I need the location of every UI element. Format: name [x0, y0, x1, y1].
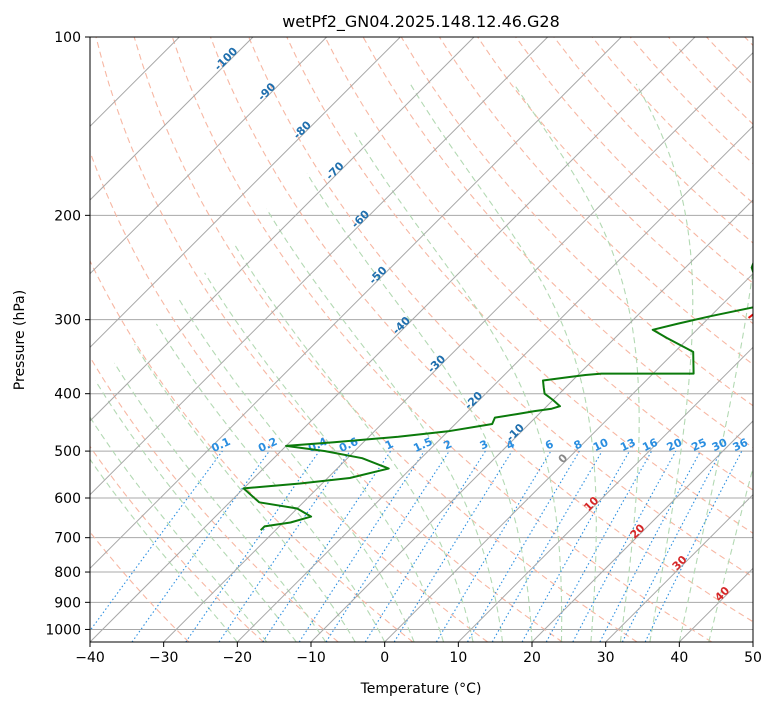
x-tick-label: 20: [523, 650, 541, 666]
x-tick-label: 50: [744, 650, 762, 666]
dry-adiabat-line: [286, 37, 753, 534]
dry-adiabat-line: [515, 37, 753, 284]
mixing-ratio-line: [393, 450, 513, 642]
x-tick-label: 30: [597, 650, 615, 666]
mixing-ratio-line: [644, 450, 743, 642]
mixing-ratio-line: [131, 450, 270, 642]
moist-adiabat-line: [94, 380, 297, 642]
moist-adiabat-line: [513, 83, 640, 642]
isotherm-line: [163, 51, 753, 642]
y-axis-label: Pressure (hPa): [12, 290, 28, 390]
x-tick-label: 0: [380, 650, 389, 666]
mixing-ratio-label: 10: [591, 436, 611, 454]
moist-adiabat-line: [113, 362, 327, 642]
mixing-ratio-line: [298, 450, 425, 642]
isotherm-line: [457, 346, 753, 642]
y-tick-label: 400: [54, 387, 81, 403]
mixing-ratio-lines: [90, 450, 743, 642]
dry-adiabat-line: [90, 356, 339, 642]
mixing-ratio-label: 20: [665, 436, 685, 454]
dry-adiabat-line: [90, 445, 264, 642]
dry-adiabat-line: [209, 37, 753, 623]
y-tick-label: 600: [54, 491, 81, 507]
x-tick-label: 10: [449, 650, 467, 666]
isotherm-line: [90, 37, 328, 275]
pressure-gridlines: [90, 37, 753, 630]
mixing-ratio-label: 13: [618, 436, 637, 454]
y-tick-label: 900: [54, 595, 81, 611]
moist-adiabat-line: [306, 173, 533, 642]
mixing-ratio-line: [325, 450, 450, 642]
x-tick-label: −30: [149, 650, 179, 666]
dry-adiabat-line: [171, 37, 712, 642]
y-tick-label: 200: [54, 208, 81, 224]
moist-adiabat-line: [155, 323, 386, 642]
mixing-ratio-label: 30: [710, 436, 730, 454]
mixing-ratio-line: [521, 450, 630, 642]
isotherm-line: [605, 493, 753, 642]
dry-adiabat-line: [95, 37, 563, 642]
plot-frame: [89, 36, 754, 643]
y-tick-label: 800: [54, 565, 81, 581]
moist-adiabat-line: [409, 83, 597, 642]
isotherm-line: [310, 199, 753, 642]
isotherm-line: [531, 420, 753, 642]
moist-adiabat-line: [90, 416, 268, 642]
dry-adiabat-line: [248, 37, 753, 578]
x-axis-ticks: −40 −30 −20 −10 0 10 20 30 40 50: [75, 642, 762, 666]
dewpoint-line: [242, 261, 753, 531]
x-tick-label: −40: [75, 650, 105, 666]
plot-area: 0.1 0.2 0.4 0.6 1 1.5 2 3 4 6 8 10 13 16 20 25 30 36-100-…: [90, 37, 753, 642]
isotherm-line: [90, 37, 549, 496]
moist-adiabat-line: [134, 343, 356, 642]
x-tick-label: −10: [296, 650, 326, 666]
mixing-ratio-line: [262, 450, 392, 642]
mixing-ratio-line: [545, 450, 653, 642]
y-tick-label: 1000: [45, 622, 81, 638]
moist-adiabat-line: [90, 458, 238, 642]
isotherm-line: [90, 37, 696, 642]
moist-adiabat-line: [708, 465, 753, 642]
mixing-ratio-line: [185, 450, 320, 642]
isotherm-line: [236, 125, 753, 642]
mixing-ratio-label: 25: [689, 436, 708, 454]
isotherm-line: [90, 37, 401, 349]
mixing-ratio-label: 36: [731, 436, 751, 454]
isotherm-line: [90, 37, 254, 201]
x-tick-label: −20: [223, 650, 253, 666]
x-tick-label: 40: [670, 650, 688, 666]
moist-adiabat-line: [354, 132, 563, 642]
y-tick-label: 700: [54, 531, 81, 547]
chart-title: wetPf2_GN04.2025.148.12.46.G28: [282, 12, 560, 32]
moist-adiabat-line: [678, 83, 753, 642]
y-axis-ticks: 1000 900 800 700 600 500 400 300 200 100: [45, 30, 90, 638]
y-tick-label: 300: [54, 313, 81, 329]
y-tick-label: 100: [54, 30, 81, 46]
moist-adiabat-line: [635, 83, 694, 642]
mixing-ratio-line: [90, 450, 223, 632]
moist-adiabats: [90, 83, 753, 642]
isotherm-line: [384, 272, 753, 642]
y-tick-label: 500: [54, 444, 81, 460]
x-axis-label: Temperature (°C): [360, 681, 482, 697]
isotherm-line: [90, 37, 475, 422]
mixing-ratio-line: [572, 450, 677, 642]
dry-adiabat-line: [133, 37, 638, 642]
profile-series: [242, 261, 753, 531]
dry-adiabat-line: [90, 259, 414, 642]
mixing-ratio-label: 16: [640, 436, 660, 454]
isotherm-line: [90, 37, 622, 570]
isotherms: [90, 37, 753, 642]
mixing-ratio-line: [218, 450, 351, 642]
